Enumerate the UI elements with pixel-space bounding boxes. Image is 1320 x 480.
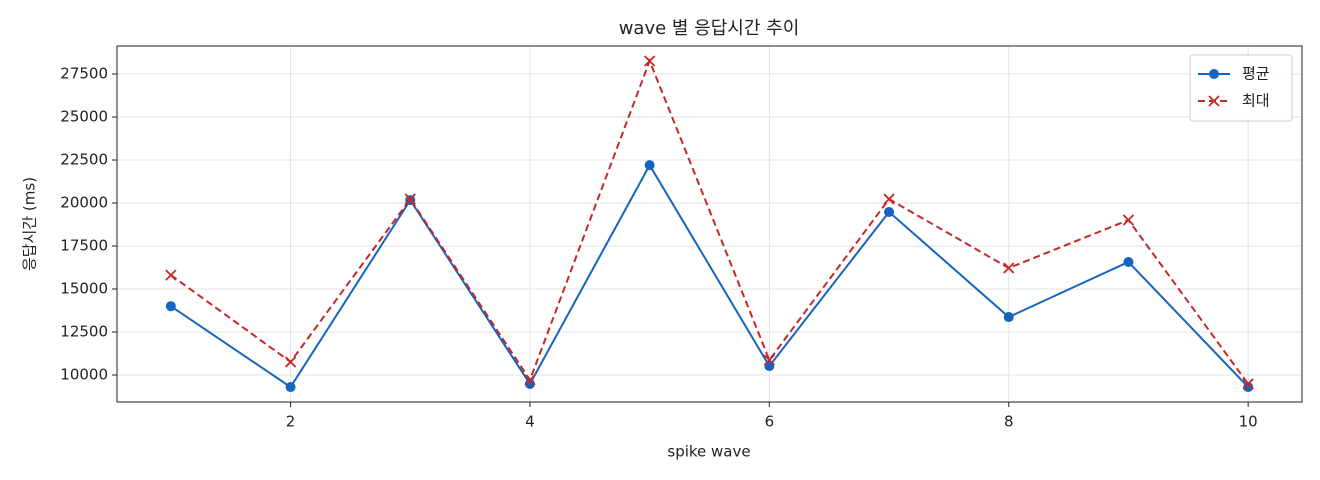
y-tick-label: 10000 [60,365,108,383]
x-tick-label: 10 [1239,413,1258,431]
data-point [1122,214,1135,226]
data-point [165,269,177,281]
data-point [1003,312,1014,323]
data-point [284,356,297,368]
data-point [644,160,655,171]
data-point [883,193,895,205]
data-point [644,55,656,67]
y-tick-label: 12500 [60,323,108,341]
x-axis-label: spike wave [667,443,750,461]
x-tick-label: 6 [765,413,775,431]
data-point [763,354,775,366]
data-point [1123,257,1134,268]
chart-title: wave 별 응답시간 추이 [619,18,800,39]
y-tick-label: 15000 [60,280,108,298]
legend-label: 평균 [1242,65,1270,83]
data-point [524,374,536,386]
y-tick-label: 25000 [60,108,108,126]
data-point [404,193,416,205]
y-axis-label: 응답시간 (ms) [21,177,39,271]
data-point [1003,262,1015,274]
data-point [1243,382,1254,393]
data-point [884,206,895,217]
series-line [170,58,1249,385]
legend-label: 최대 [1242,92,1270,110]
legend-marker [1209,69,1219,79]
series-line [170,163,1249,389]
y-tick-label: 20000 [60,194,108,212]
y-tick-label: 17500 [60,237,108,255]
legend-marker [1208,95,1220,107]
data-point [1242,378,1254,390]
data-point [285,382,296,393]
plot-frame [116,45,1303,403]
x-tick-label: 4 [525,413,535,431]
y-tick-label: 22500 [60,151,108,169]
y-tick-label: 27500 [60,65,108,83]
x-tick-label: 8 [1004,413,1014,431]
data-point [165,301,176,312]
x-tick-label: 2 [286,413,296,431]
legend-box [1189,54,1293,122]
